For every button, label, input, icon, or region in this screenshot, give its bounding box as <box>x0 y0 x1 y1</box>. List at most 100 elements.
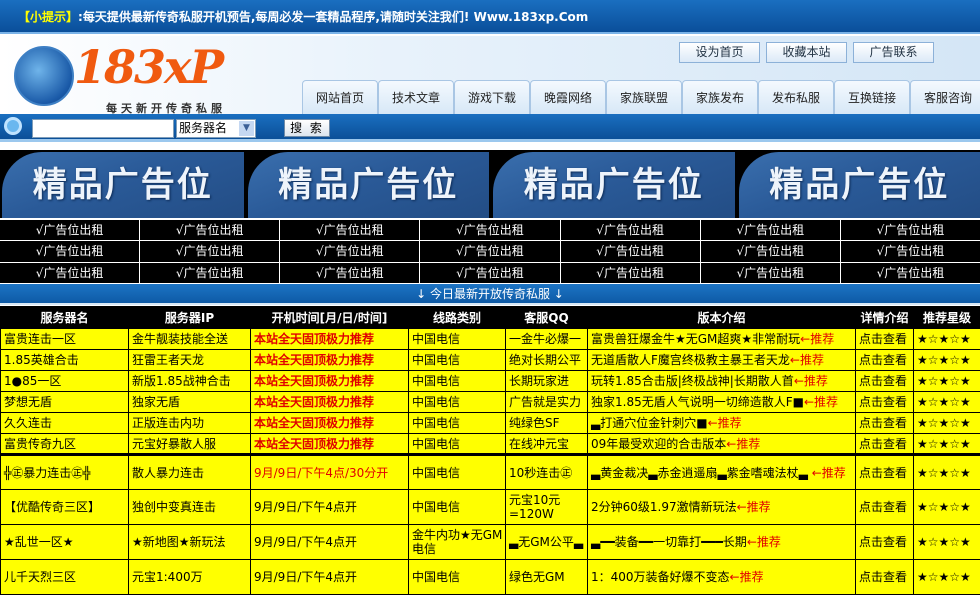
ad-rental-link[interactable]: √广告位出租 <box>841 263 980 283</box>
nav-tab-support[interactable]: 客服咨询 <box>910 80 980 114</box>
nav-tab-publish-server[interactable]: 发布私服 <box>758 80 834 114</box>
line-type: 中国电信 <box>409 350 506 371</box>
view-details-link[interactable]: 点击查看 <box>856 560 914 595</box>
server-row: 富贵连击一区金牛靓装技能全送本站全天固顶极力推荐中国电信一金牛必爆一富贵兽狂爆金… <box>1 329 980 350</box>
open-time: 本站全天固顶极力推荐 <box>251 329 409 350</box>
view-details-link[interactable]: 点击查看 <box>856 392 914 413</box>
nav-tab-links[interactable]: 互换链接 <box>834 80 910 114</box>
search-button[interactable]: 搜 索 <box>284 119 330 137</box>
bookmark-button[interactable]: 收藏本站 <box>766 42 847 63</box>
ad-rental-link[interactable]: √广告位出租 <box>280 241 419 261</box>
ad-rental-link[interactable]: √广告位出租 <box>0 263 139 283</box>
search-bar: 服务器名▼ 搜 索 <box>0 114 980 142</box>
version-intro: 2分钟60级1.97激情新玩法←推荐 <box>588 490 856 525</box>
server-row: 久久连击正版连击内功本站全天固顶极力推荐中国电信纯绿色SF▃打通穴位金针刺穴■←… <box>1 413 980 434</box>
recommend-tag: ←推荐 <box>737 500 771 514</box>
ad-rental-link[interactable]: √广告位出租 <box>561 241 700 261</box>
server-name[interactable]: 富贵连击一区 <box>1 329 129 350</box>
ad-rental-link[interactable]: √广告位出租 <box>140 241 279 261</box>
tip-label: 【小提示】 <box>18 10 78 24</box>
ad-rental-link[interactable]: √广告位出租 <box>280 263 419 283</box>
search-icon <box>4 117 22 135</box>
ad-rental-link[interactable]: √广告位出租 <box>701 263 840 283</box>
server-name[interactable]: 1.85英雄合击 <box>1 350 129 371</box>
server-name[interactable]: 梦想无盾 <box>1 392 129 413</box>
ad-rental-link[interactable]: √广告位出租 <box>561 263 700 283</box>
ad-banner[interactable]: 精品广告位 <box>248 152 490 218</box>
open-time: 本站全天固顶极力推荐 <box>251 392 409 413</box>
nav-tab-family-publish[interactable]: 家族发布 <box>682 80 758 114</box>
view-details-link[interactable]: 点击查看 <box>856 413 914 434</box>
open-time: 本站全天固顶极力推荐 <box>251 371 409 392</box>
ad-rental-link[interactable]: √广告位出租 <box>0 241 139 261</box>
recommend-tag: ←推荐 <box>800 332 834 346</box>
nav-tab-home[interactable]: 网站首页 <box>302 80 378 114</box>
version-text: ▃黄金裁决▃赤金逍遥扇▃紫金嗜魂法杖▃ <box>591 466 812 480</box>
ad-rental-link[interactable]: √广告位出租 <box>420 220 559 240</box>
view-details-link[interactable]: 点击查看 <box>856 490 914 525</box>
ad-contact-button[interactable]: 广告联系 <box>853 42 934 63</box>
search-input[interactable] <box>32 119 174 138</box>
server-ip: 新版1.85战神合击 <box>129 371 251 392</box>
line-type: 中国电信 <box>409 371 506 392</box>
star-rating: ★☆★☆★ <box>914 329 980 350</box>
ad-rental-link[interactable]: √广告位出租 <box>420 241 559 261</box>
ad-rental-link[interactable]: √广告位出租 <box>701 220 840 240</box>
server-name[interactable]: 【优酷传奇三区】 <box>1 490 129 525</box>
column-header: 线路类别 <box>409 307 506 329</box>
ad-banner[interactable]: 精品广告位 <box>2 152 244 218</box>
ad-rental-link[interactable]: √广告位出租 <box>280 220 419 240</box>
support-qq: 长期玩家进 <box>506 371 588 392</box>
site-logo[interactable]: 183xP 每天新开传奇私服 <box>10 40 250 114</box>
ad-rental-grid: √广告位出租√广告位出租√广告位出租√广告位出租√广告位出租√广告位出租√广告位… <box>0 220 980 283</box>
server-name[interactable]: ╬㊣暴力连击㊣╬ <box>1 455 129 490</box>
chevron-down-icon[interactable]: ▼ <box>239 121 254 136</box>
recommend-tag: ←推荐 <box>708 416 742 430</box>
nav-tab-downloads[interactable]: 游戏下载 <box>454 80 530 114</box>
server-name[interactable]: 儿千天烈三区 <box>1 560 129 595</box>
recommend-tag: ←推荐 <box>747 535 781 549</box>
open-time: 本站全天固顶极力推荐 <box>251 413 409 434</box>
ad-banner[interactable]: 精品广告位 <box>493 152 735 218</box>
column-header: 推荐星级 <box>914 307 980 329</box>
nav-tab-family-league[interactable]: 家族联盟 <box>606 80 682 114</box>
tip-bar: 【小提示】:每天提供最新传奇私服开机预告,每周必发一套精品程序,请随时关注我们!… <box>0 0 980 34</box>
view-details-link[interactable]: 点击查看 <box>856 525 914 560</box>
ad-rental-link[interactable]: √广告位出租 <box>140 220 279 240</box>
view-details-link[interactable]: 点击查看 <box>856 329 914 350</box>
ad-rental-link[interactable]: √广告位出租 <box>420 263 559 283</box>
version-text: 无道盾散人F魔宫终极教主暴王者天龙 <box>591 353 790 367</box>
view-details-link[interactable]: 点击查看 <box>856 371 914 392</box>
server-name[interactable]: 1●85一区 <box>1 371 129 392</box>
nav-tab-wanxia[interactable]: 晚霞网络 <box>530 80 606 114</box>
support-qq: 绿色无GM <box>506 560 588 595</box>
line-type: 中国电信 <box>409 413 506 434</box>
ad-rental-link[interactable]: √广告位出租 <box>140 263 279 283</box>
version-text: 富贵兽狂爆金牛★无GM超爽★非常耐玩 <box>591 332 800 346</box>
support-qq: 一金牛必爆一 <box>506 329 588 350</box>
nav-tab-articles[interactable]: 技术文章 <box>378 80 454 114</box>
ad-rental-link[interactable]: √广告位出租 <box>0 220 139 240</box>
server-name[interactable]: 久久连击 <box>1 413 129 434</box>
server-name[interactable]: ★乱世一区★ <box>1 525 129 560</box>
view-details-link[interactable]: 点击查看 <box>856 434 914 455</box>
column-header: 详情介绍 <box>856 307 914 329</box>
version-text: 1：400万装备好爆不变态 <box>591 570 730 584</box>
server-ip: 元宝1:400万 <box>129 560 251 595</box>
view-details-link[interactable]: 点击查看 <box>856 350 914 371</box>
open-time: 本站全天固顶极力推荐 <box>251 434 409 455</box>
ad-rental-link[interactable]: √广告位出租 <box>841 241 980 261</box>
today-servers-heading: ↓ 今日最新开放传奇私服 ↓ <box>0 284 980 305</box>
set-homepage-button[interactable]: 设为首页 <box>679 42 760 63</box>
ad-rental-link[interactable]: √广告位出租 <box>561 220 700 240</box>
ad-banner[interactable]: 精品广告位 <box>739 152 980 218</box>
ad-rental-link[interactable]: √广告位出租 <box>701 241 840 261</box>
search-type-select[interactable]: 服务器名▼ <box>176 119 256 138</box>
view-details-link[interactable]: 点击查看 <box>856 455 914 490</box>
version-intro: 无道盾散人F魔宫终极教主暴王者天龙←推荐 <box>588 350 856 371</box>
server-name[interactable]: 富贵传奇九区 <box>1 434 129 455</box>
server-ip: 金牛靓装技能全送 <box>129 329 251 350</box>
ad-rental-link[interactable]: √广告位出租 <box>841 220 980 240</box>
